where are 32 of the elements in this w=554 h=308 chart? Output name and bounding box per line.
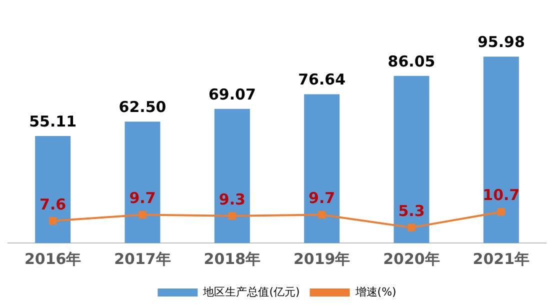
bar: [304, 94, 340, 243]
x-tick-label: 2018年: [204, 250, 261, 268]
bar: [483, 56, 519, 243]
data-label: 7.6: [40, 195, 66, 214]
point: [138, 210, 146, 219]
data-label: 76.64: [298, 70, 346, 89]
point: [318, 210, 326, 219]
bar: [35, 136, 71, 243]
point: [408, 224, 416, 232]
data-label: 69.07: [208, 85, 256, 104]
data-label: 9.3: [218, 190, 246, 208]
legend-label: 增速(%): [354, 285, 396, 298]
x-tick-label: 2017年: [114, 250, 171, 268]
data-label: 5.3: [398, 202, 425, 220]
data-label: 10.7: [482, 186, 520, 204]
x-tick-label: 2021年: [472, 250, 530, 268]
data-label: 9.7: [129, 189, 156, 208]
data-label: 86.05: [388, 52, 436, 70]
point: [497, 208, 505, 216]
data-label: 55.11: [29, 112, 77, 130]
x-tick-label: 2020年: [383, 250, 440, 268]
data-label: 9.7: [308, 189, 336, 208]
x-tick-label: 2016年: [24, 250, 82, 268]
legend-label: 地区生产总值(亿元): [202, 285, 300, 298]
point: [49, 217, 57, 225]
data-label: 95.98: [477, 33, 525, 52]
x-tick-label: 2019年: [293, 250, 350, 268]
bar: [394, 76, 430, 243]
bar: [214, 108, 250, 243]
data-label: 62.50: [118, 98, 166, 116]
point: [228, 212, 236, 220]
bar: [124, 122, 160, 243]
